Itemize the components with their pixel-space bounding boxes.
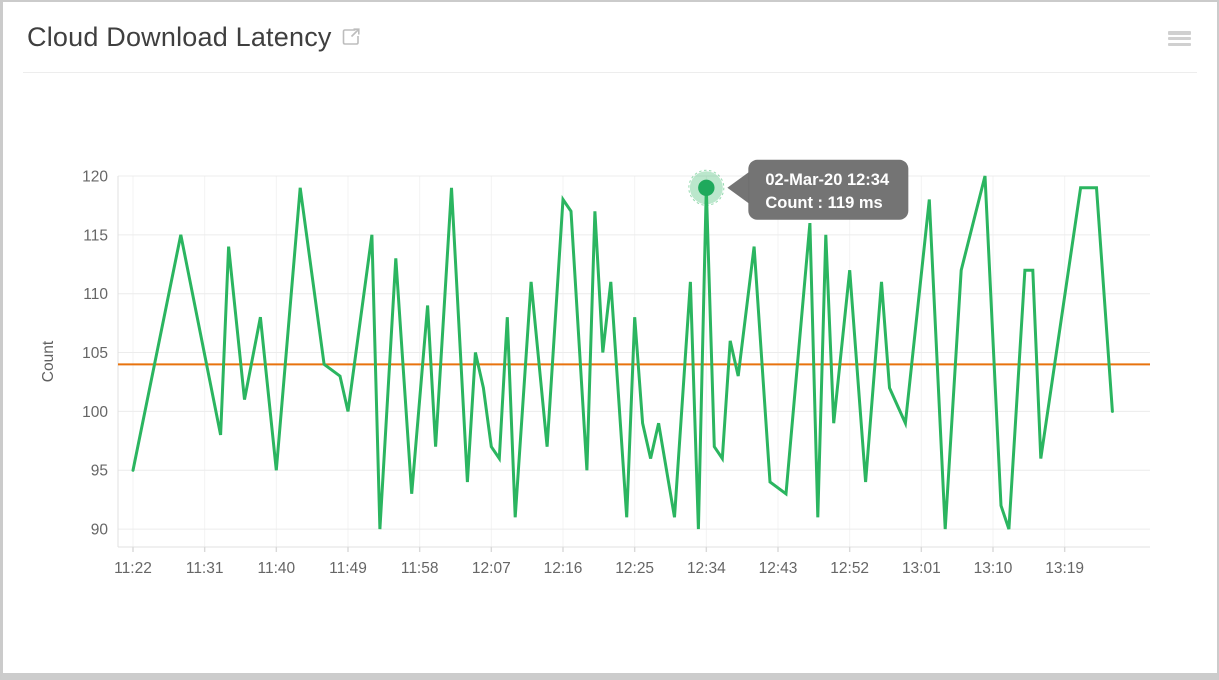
x-tick-label: 11:31: [186, 560, 224, 577]
y-tick-label: 110: [83, 286, 108, 303]
x-tick-label: 12:34: [687, 560, 726, 577]
x-tick-label: 11:58: [401, 560, 439, 577]
chart-title: Cloud Download Latency: [27, 22, 332, 52]
x-tick-label: 12:07: [472, 560, 511, 577]
latency-line-series[interactable]: [131, 175, 1114, 530]
hamburger-menu-icon[interactable]: [1168, 31, 1191, 47]
y-tick-label: 95: [91, 463, 108, 480]
x-tick-label: 12:16: [544, 560, 583, 577]
y-tick-label: 120: [82, 168, 108, 185]
tooltip-box: [748, 159, 909, 220]
y-tick-label: 90: [91, 522, 109, 539]
marked-point[interactable]: [698, 179, 715, 196]
tooltip-arrow: [727, 171, 750, 204]
x-tick-label: 13:10: [974, 560, 1013, 577]
y-tick-label: 115: [83, 227, 108, 244]
tooltip-line2: Count : 119 ms: [765, 194, 882, 212]
y-tick-label: 105: [82, 345, 108, 362]
x-tick-label: 11:49: [329, 560, 367, 577]
marked-point-ring: [688, 169, 725, 206]
x-tick-label: 12:52: [830, 560, 869, 577]
chart-area: 120 115 110 105 100 95 90 11:22 11:31 11:40 11:49 1…: [3, 2, 1217, 673]
x-tick-label: 12:25: [615, 560, 654, 577]
latency-chart: 120 115 110 105 100 95 90 11:22 11:31 11:40 11:49 1…: [40, 159, 1150, 577]
card-header: Cloud Download Latency: [3, 2, 1217, 73]
x-tick-label: 12:43: [759, 560, 798, 577]
open-in-new-icon[interactable]: [342, 28, 361, 51]
header-divider: [23, 72, 1197, 73]
x-tick-label: 13:01: [902, 560, 941, 577]
y-tick-label: 100: [82, 404, 108, 421]
x-tick-label: 11:22: [114, 560, 152, 577]
x-tick-label: 13:19: [1045, 560, 1084, 577]
tooltip-line1: 02-Mar-20 12:34: [765, 171, 890, 189]
x-tick-label: 11:40: [258, 560, 296, 577]
y-axis-title: Count: [40, 340, 57, 382]
